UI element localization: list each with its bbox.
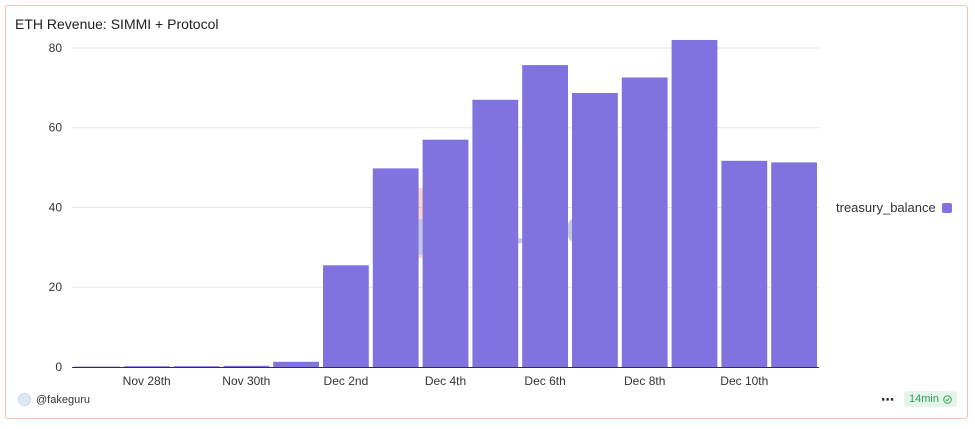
bar-dec-9th[interactable] [671,39,718,367]
check-circle-icon [943,394,952,404]
x-tick-label: Dec 4th [425,374,466,388]
bar-dec-7th[interactable] [572,93,618,367]
bar-nov-29th[interactable] [173,366,220,368]
bar-dec-6th[interactable] [522,65,568,368]
author-link[interactable]: @fakeguru [18,393,90,406]
y-tick-label: 80 [49,41,63,55]
legend[interactable]: treasury_balance [836,200,952,215]
x-tick-label: Dec 8th [624,374,665,388]
bar-nov-30th[interactable] [223,365,270,367]
refresh-badge-label: 14min [909,393,939,405]
bar-dec-2nd[interactable] [323,265,369,367]
bar-nov-28th[interactable] [123,366,170,368]
chart-title: ETH Revenue: SIMMI + Protocol [15,16,219,32]
x-tick-label: Dec 10th [720,374,768,388]
bar-dec-4th[interactable] [422,139,469,367]
bar-dec-8th[interactable] [621,77,668,368]
bar-dec-1st[interactable] [273,361,319,367]
legend-swatch [941,202,952,213]
y-tick-label: 0 [55,360,62,374]
y-tick-label: 60 [49,121,63,135]
footer-actions: ⋯ 14min [881,391,957,407]
ellipsis-icon[interactable]: ⋯ [881,391,895,407]
x-tick-label: Nov 28th [123,374,171,388]
y-tick-label: 40 [49,200,63,214]
bar-dec-5th[interactable] [472,99,519,367]
chart-card: ETH Revenue: SIMMI + Protocol 0 20 40 60 80 D… [5,5,968,419]
bar-dec-10th[interactable] [721,160,768,367]
author-name: @fakeguru [36,393,90,406]
x-tick-label: Dec 6th [524,374,565,388]
y-tick-label: 20 [49,280,63,294]
legend-label: treasury_balance [836,200,936,215]
refresh-badge[interactable]: 14min [904,391,957,407]
bar-dec-3rd[interactable] [372,168,419,367]
avatar [18,393,31,406]
x-tick-label: Nov 30th [222,374,270,388]
x-tick-label: Dec 2nd [324,374,369,388]
bar-dec-11th[interactable] [771,162,817,367]
